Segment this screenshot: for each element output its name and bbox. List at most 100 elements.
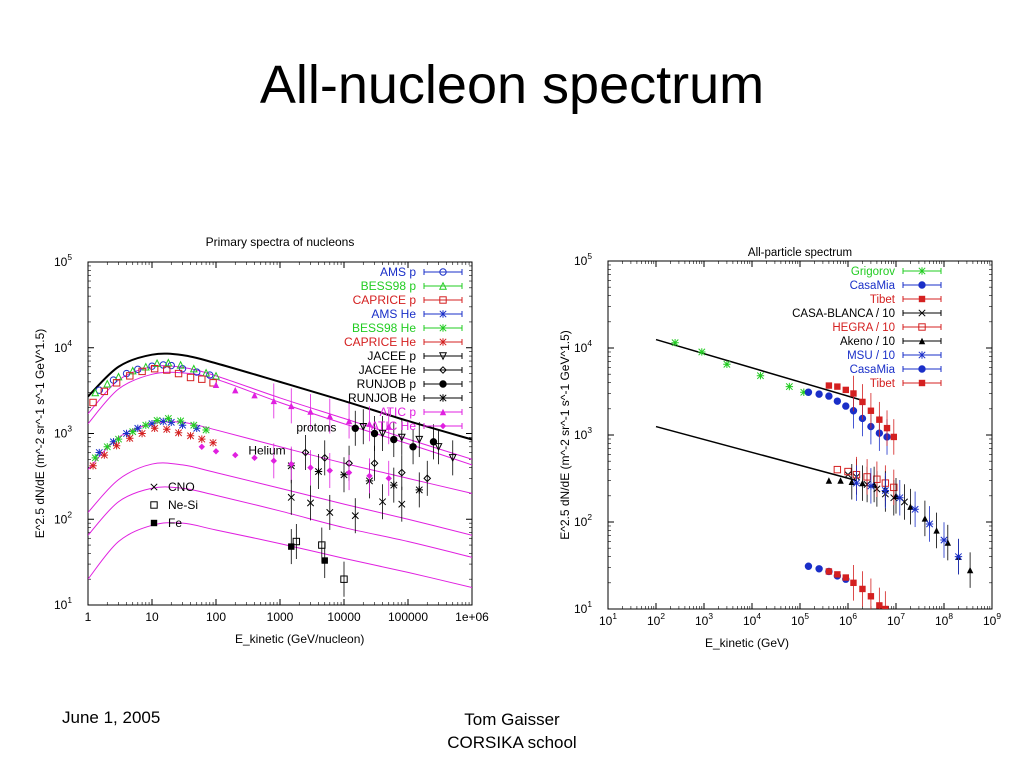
axis-ticks (607, 260, 993, 610)
data-point (883, 424, 891, 432)
legend-marker (918, 295, 926, 303)
x-tick-label: 109 (983, 611, 1001, 628)
legend-label-ams-he: AMS He (371, 307, 416, 321)
plot-area (88, 352, 472, 597)
legend: Grigorov CasaMia Tibet CASA-BLANCA / 10 HEGR… (792, 266, 942, 390)
chart-title: Primary spectra of nucleons (206, 235, 355, 249)
data-point (850, 579, 857, 587)
series-atic-p (212, 381, 392, 445)
data-point (825, 392, 833, 400)
data-point (944, 539, 952, 546)
data-point (251, 454, 258, 462)
legend-label-casamia: CasaMia (850, 280, 896, 292)
data-point (340, 471, 348, 479)
data-point (114, 435, 123, 443)
y-tick-exponent: 3 (587, 425, 592, 435)
legend-label-tibet: Tibet (870, 378, 896, 390)
chart-svg: All-particle spectrum 101 102 103 104 105 106 1… (558, 247, 1001, 650)
x-tick-exponent: 4 (756, 611, 761, 621)
x-tick-label: 103 (695, 611, 713, 628)
legend-label-runjob-he: RUNJOB He (348, 391, 416, 405)
x-tick-exponent: 3 (708, 611, 713, 621)
data-point (825, 477, 833, 484)
data-point (134, 424, 142, 432)
data-point (834, 571, 841, 578)
x-axis-label: E_kinetic (GeV/nucleon) (235, 632, 364, 646)
y-tick-label: 105 (54, 252, 72, 269)
x-tick-exponent: 1 (612, 611, 617, 621)
series-msu-10 (852, 465, 963, 575)
y-tick-label: 102 (574, 512, 592, 529)
chart-svg: Primary spectra of nucleons 1 10 100 1000 100… (33, 235, 489, 646)
legend-marker (150, 519, 158, 527)
data-point (153, 358, 162, 367)
legend-label-ams-p: AMS p (380, 265, 416, 279)
data-point (176, 417, 185, 425)
data-point (837, 477, 844, 484)
y-tick-exponent: 2 (587, 512, 592, 522)
data-point (940, 536, 948, 544)
legend-label-jacee-p: JACEE p (367, 349, 416, 363)
series-jacee-p (359, 409, 457, 476)
data-point (890, 483, 898, 492)
y-tick-exponent: 5 (587, 251, 592, 261)
data-point (859, 585, 866, 593)
legend-marker (439, 422, 447, 430)
legend-marker (918, 267, 926, 275)
data-point (850, 390, 857, 397)
data-point (359, 423, 368, 432)
data-point (126, 434, 134, 442)
legend-label-tibet: Tibet (870, 294, 896, 306)
data-point (164, 414, 173, 423)
model-curve-fe (88, 522, 472, 588)
x-axis-label: E_kinetic (GeV) (705, 636, 789, 650)
series-tibet (825, 375, 898, 455)
data-point (326, 412, 334, 420)
data-point (890, 433, 898, 441)
series-casa-blanca-10 (844, 459, 909, 520)
data-point (91, 454, 99, 462)
data-point (876, 416, 883, 423)
data-point (134, 365, 142, 374)
y-tick-exponent: 2 (67, 509, 72, 519)
data-point (397, 468, 406, 477)
data-point (804, 388, 813, 396)
legend-label-caprice-he: CAPRICE He (344, 335, 416, 349)
footer-author-block: Tom Gaisser CORSIKA school (400, 708, 624, 754)
y-tick-label: 103 (574, 425, 592, 442)
data-point (785, 382, 794, 391)
y-tick-label: 104 (54, 338, 72, 355)
data-point (873, 475, 881, 483)
legend-label-atic-p: ATIC p (380, 405, 417, 419)
data-point (211, 371, 221, 380)
data-point (212, 381, 220, 388)
data-point (129, 427, 137, 436)
data-point (825, 568, 833, 575)
x-tick-exponent: 7 (900, 611, 905, 621)
series-ne-si (292, 524, 348, 597)
legend-marker (150, 483, 158, 491)
data-point (138, 429, 146, 438)
legend-marker (439, 338, 447, 346)
slide-title: All-nucleon spectrum (259, 55, 765, 115)
y-tick-exponent: 1 (67, 595, 72, 605)
data-point (966, 566, 974, 574)
data-point (378, 498, 387, 506)
data-point (896, 494, 904, 502)
data-point (164, 358, 173, 367)
legend-label-atic-he: ATIC He (371, 419, 416, 433)
chart-all-particle-spectrum: All-particle spectrum 101 102 103 104 105 106 1… (555, 238, 1010, 658)
y-tick-label: 105 (574, 251, 592, 268)
x-tick-label: 106 (839, 611, 857, 628)
data-point (186, 373, 195, 382)
data-point (148, 420, 156, 428)
x-tick-label: 10000 (327, 610, 361, 624)
data-point (112, 442, 121, 450)
legend-label-casa-blanca-10: CASA-BLANCA / 10 (792, 308, 895, 320)
data-point (163, 425, 171, 433)
y-tick-label: 103 (54, 424, 72, 441)
data-point (378, 429, 387, 438)
data-point (89, 462, 97, 470)
series-fe (288, 529, 328, 579)
